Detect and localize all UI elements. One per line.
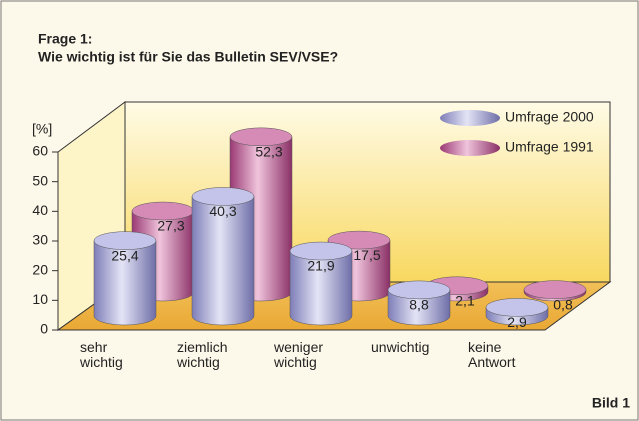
x-tick-label: unwichtig	[371, 339, 430, 355]
cylinder-top	[93, 231, 157, 250]
value-label: 2,1	[455, 292, 475, 308]
x-tick-label: keine Antwort	[468, 339, 516, 370]
cylinder-top	[289, 241, 353, 261]
value-label: 8,8	[409, 297, 429, 313]
y-tick-label: 0	[40, 321, 48, 337]
y-tick-label: 50	[32, 172, 48, 188]
x-tick-label: ziemlich wichtig	[177, 339, 228, 370]
value-label: 17,5	[353, 247, 380, 263]
value-label: 25,4	[111, 247, 138, 263]
cylinder-top	[191, 187, 255, 206]
legend-label: Umfrage 1991	[505, 139, 594, 155]
cylinder	[387, 289, 451, 326]
y-tick-label: 40	[32, 202, 48, 218]
legend-swatch	[440, 140, 500, 156]
value-label: 2,9	[507, 314, 527, 330]
cylinder-top	[387, 280, 451, 300]
y-tick-label: 10	[32, 291, 48, 307]
cylinder-top	[229, 127, 293, 147]
annotation: Bild 1	[592, 395, 630, 411]
cylinder	[93, 240, 157, 326]
x-tick-label: sehr wichtig	[80, 339, 123, 370]
y-tick-label: 20	[32, 261, 48, 277]
cylinder-top	[485, 298, 549, 317]
y-tick-label: 30	[32, 232, 48, 248]
cylinder	[289, 250, 353, 326]
x-tick-label: weniger wichtig	[274, 339, 324, 370]
value-label: 21,9	[307, 258, 334, 274]
cylinder	[191, 196, 255, 326]
legend-swatch	[440, 110, 500, 126]
value-label: 40,3	[209, 203, 236, 219]
value-label: 0,8	[553, 296, 573, 312]
y-axis-label: [%]	[32, 121, 52, 137]
y-tick-label: 60	[32, 143, 48, 159]
value-label: 52,3	[255, 144, 282, 160]
legend-label: Umfrage 2000	[505, 109, 594, 125]
title: Frage 1:	[38, 31, 92, 47]
cylinder-top	[523, 280, 587, 299]
value-label: 27,3	[157, 218, 184, 234]
subtitle: Wie wichtig ist für Sie das Bulletin SEV…	[38, 49, 338, 65]
